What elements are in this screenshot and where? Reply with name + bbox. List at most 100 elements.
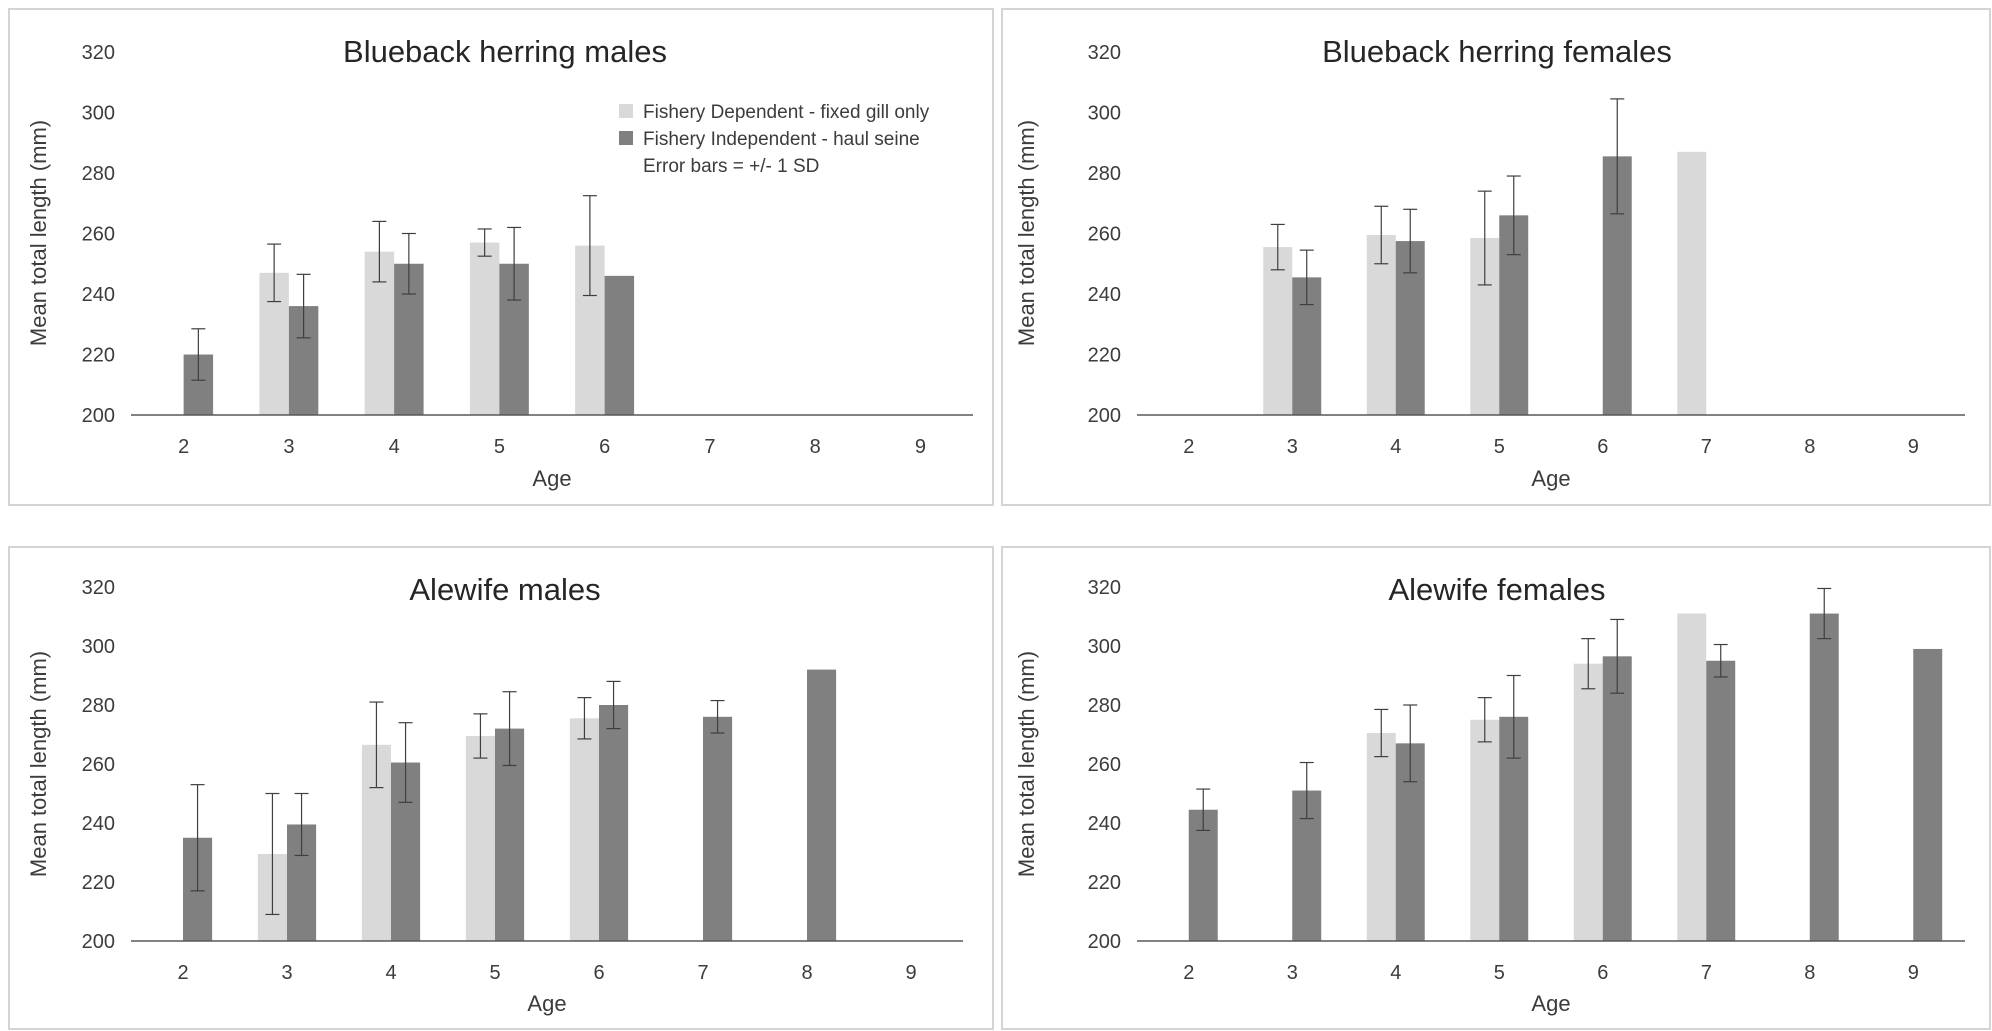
bar-series2-age-6 — [604, 275, 635, 415]
error-bar-series2-age-4 — [1403, 208, 1418, 274]
x-tick-label: 7 — [1701, 436, 1712, 458]
error-bar-series1-age-6 — [577, 697, 592, 740]
x-axis-label: Age — [527, 991, 566, 1016]
error-bar-series2-age-6 — [606, 680, 621, 730]
bar-series1-age-6 — [1573, 663, 1603, 941]
error-bar-series2-age-5 — [1506, 674, 1521, 759]
chart-title: Alewife females — [1388, 572, 1605, 607]
y-tick-label: 300 — [82, 636, 115, 658]
legend-note: Error bars = +/- 1 SD — [643, 156, 819, 177]
error-bar-series2-age-2 — [1196, 788, 1211, 831]
y-tick-label: 300 — [82, 103, 115, 125]
x-tick-label: 9 — [1908, 962, 1919, 984]
chart-title: Alewife males — [409, 572, 600, 607]
legend-label-1: Fishery Dependent - fixed gill only — [643, 102, 930, 123]
error-bar-series2-age-3 — [296, 273, 311, 339]
error-bar-series1-age-5 — [1477, 697, 1492, 743]
y-tick-label: 300 — [1088, 103, 1121, 125]
error-bar-series2-age-2 — [191, 328, 206, 381]
error-bar-series2-age-7 — [710, 699, 725, 734]
bar-series2-age-7 — [1706, 660, 1736, 941]
chart-title: Blueback herring females — [1322, 34, 1672, 69]
x-tick-label: 6 — [599, 436, 610, 458]
bar-series2-age-6 — [1602, 656, 1632, 941]
y-tick-label: 280 — [1088, 163, 1121, 185]
y-tick-label: 200 — [1088, 405, 1121, 427]
error-bar-series1-age-6 — [1581, 638, 1596, 690]
error-bar-series2-age-2 — [190, 784, 205, 892]
error-bar-series2-age-5 — [507, 226, 522, 301]
legend: Fishery Dependent - fixed gill only Fishe… — [619, 102, 930, 177]
y-tick-label: 200 — [1088, 931, 1121, 953]
x-axis-label: Age — [1531, 991, 1570, 1016]
error-bar-series2-age-8 — [1817, 587, 1832, 640]
y-tick-label: 320 — [1088, 577, 1121, 599]
y-tick-label: 220 — [1088, 872, 1121, 894]
y-tick-label: 260 — [1088, 224, 1121, 246]
y-tick-label: 200 — [82, 405, 115, 427]
x-tick-label: 6 — [593, 962, 604, 984]
y-tick-label: 280 — [82, 695, 115, 717]
bar-series2-age-9 — [1913, 648, 1943, 941]
error-bar-series2-age-4 — [398, 722, 413, 803]
y-tick-label: 260 — [82, 754, 115, 776]
y-tick-label: 240 — [1088, 813, 1121, 835]
error-bar-series2-age-3 — [1299, 249, 1314, 306]
chart-panel-3: Alewife males 200 220 240 260 280 300 320 Mean t… — [8, 546, 994, 1030]
chart-frame — [8, 8, 994, 506]
x-tick-label: 6 — [1597, 436, 1608, 458]
y-tick-label: 200 — [82, 931, 115, 953]
y-axis-label: Mean total length (mm) — [1014, 651, 1039, 877]
x-tick-label: 4 — [1390, 962, 1401, 984]
error-bar-series1-age-3 — [267, 243, 282, 303]
legend-label-2: Fishery Independent - haul seine — [643, 129, 920, 150]
error-bar-series2-age-7 — [1713, 643, 1728, 678]
bar-series1-age-3 — [1263, 247, 1293, 415]
bar-series2-age-8 — [807, 669, 837, 941]
chart-panel-2: Blueback herring females 200 220 240 260 280 3… — [1001, 8, 1991, 506]
x-tick-label: 3 — [281, 962, 292, 984]
legend-swatch-2 — [619, 131, 633, 145]
error-bar-series1-age-6 — [582, 195, 597, 297]
x-tick-label: 3 — [283, 436, 294, 458]
bar-series1-age-5 — [469, 242, 500, 415]
x-tick-label: 3 — [1287, 962, 1298, 984]
error-bar-series1-age-4 — [372, 220, 387, 283]
y-tick-label: 220 — [82, 872, 115, 894]
y-axis-label: Mean total length (mm) — [26, 120, 51, 346]
x-tick-label: 2 — [1183, 436, 1194, 458]
error-bar-series1-age-3 — [265, 792, 280, 916]
chart-title: Blueback herring males — [343, 34, 667, 69]
bar-series1-age-5 — [465, 735, 495, 941]
x-tick-label: 5 — [494, 436, 505, 458]
error-bar-series1-age-4 — [1374, 708, 1389, 758]
x-tick-label: 9 — [905, 962, 916, 984]
error-bar-series2-age-3 — [1299, 761, 1314, 820]
x-tick-label: 5 — [1494, 436, 1505, 458]
chart-panel-1: Blueback herring males 200 220 240 260 280 300… — [8, 8, 994, 506]
bar-series1-age-4 — [1366, 733, 1396, 941]
x-tick-label: 2 — [1183, 962, 1194, 984]
bar-series1-age-4 — [1366, 235, 1396, 415]
y-tick-label: 220 — [82, 345, 115, 367]
y-tick-label: 260 — [82, 224, 115, 246]
y-tick-label: 240 — [82, 813, 115, 835]
bar-series1-age-7 — [1677, 613, 1707, 941]
x-tick-label: 8 — [810, 436, 821, 458]
x-tick-label: 7 — [704, 436, 715, 458]
error-bar-series1-age-4 — [369, 701, 384, 789]
x-tick-label: 8 — [801, 962, 812, 984]
error-bar-series1-age-3 — [1270, 223, 1285, 271]
bar-series1-age-6 — [569, 718, 599, 941]
bar-series1-age-7 — [1677, 151, 1707, 415]
x-tick-label: 6 — [1597, 962, 1608, 984]
x-tick-label: 9 — [1908, 436, 1919, 458]
y-tick-label: 240 — [82, 284, 115, 306]
error-bar-series2-age-5 — [502, 691, 517, 767]
y-tick-label: 300 — [1088, 636, 1121, 658]
error-bar-series2-age-5 — [1506, 175, 1521, 256]
x-tick-label: 5 — [489, 962, 500, 984]
bar-series2-age-8 — [1809, 613, 1839, 941]
error-bar-series2-age-4 — [1403, 704, 1418, 783]
